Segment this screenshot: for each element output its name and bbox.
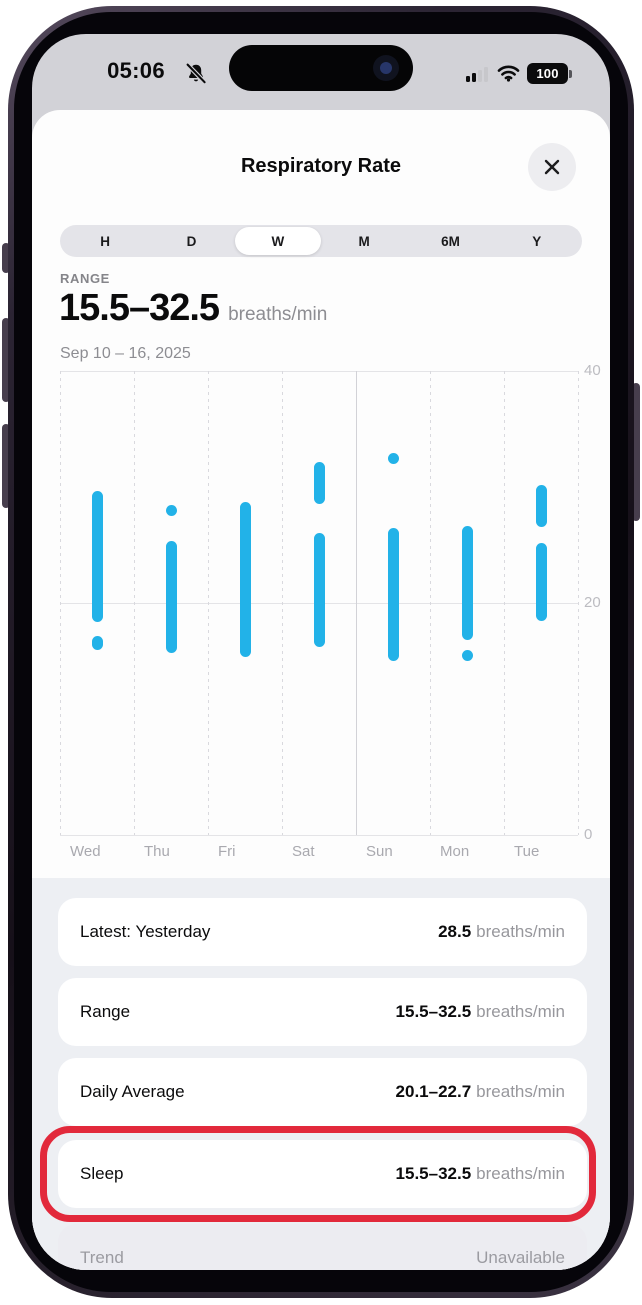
status-time: 05:06 [107,58,165,83]
battery-level: 100 [536,66,559,81]
y-axis-label-20: 20 [584,594,601,611]
range-capsule-sun [387,452,399,464]
tab-6m[interactable]: 6M [407,227,493,255]
mute-switch [2,243,10,273]
volume-up-button [2,318,10,402]
stat-card-daily-average: Daily Average 20.1–22.7 breaths/min [58,1058,587,1126]
gridline-vertical [504,371,505,835]
x-axis-label-sun: Sun [366,843,393,860]
stat-value-group: 20.1–22.7 breaths/min [396,1082,565,1102]
summary-unit: breaths/min [228,304,328,325]
range-capsule-tue [535,484,547,528]
stat-unit: breaths/min [476,922,565,941]
range-capsule-sun [387,527,399,661]
gridline-vertical [430,371,431,835]
gridline-0 [60,835,578,836]
battery-icon: 100 [527,63,572,84]
stat-value-group: 15.5–32.5 breaths/min [396,1164,565,1184]
close-icon [544,159,560,175]
stat-unit: breaths/min [476,1002,565,1021]
page-title: Respiratory Rate [240,155,402,177]
gridline-40 [60,371,578,372]
stat-value: Unavailable [476,1248,565,1267]
stat-card-trend: Trend Unavailable [58,1224,587,1270]
tab-h[interactable]: H [62,227,148,255]
range-capsule-thu [165,504,177,516]
range-capsule-sat [313,532,325,647]
gridline-vertical [134,371,135,835]
range-capsule-thu [165,540,177,653]
range-capsule-wed [91,490,103,623]
phone-screen: 05:06 [32,34,610,1270]
stat-value: 20.1–22.7 [395,1082,472,1101]
stat-value: 15.5–32.5 [395,1164,472,1183]
range-capsule-tue [535,542,547,622]
date-range: Sep 10 – 16, 2025 [60,345,191,362]
power-button [632,383,640,521]
stat-label: Daily Average [80,1082,185,1101]
close-button[interactable] [528,143,576,191]
x-axis-label-wed: Wed [70,843,101,860]
x-axis-label-tue: Tue [514,843,540,860]
gridline-vertical [578,371,579,835]
camera-icon [373,55,399,81]
y-axis-label-0: 0 [584,826,593,843]
summary-value-row: 15.5–32.5 breaths/min [59,287,327,330]
respiratory-rate-chart: Wed Thu Fri Sat Sun Mon Tue 0 20 40 [60,362,610,871]
stat-unit: breaths/min [476,1164,565,1183]
stat-value: 15.5–32.5 [395,1002,472,1021]
range-capsule-wed [91,635,103,651]
stat-label: Range [80,1002,131,1021]
time-range-tabs: H D W M 6M Y [60,225,582,257]
range-capsule-mon [461,649,473,661]
range-capsule-sat [313,461,325,505]
dynamic-island [229,45,413,91]
volume-down-button [2,424,10,508]
tab-d[interactable]: D [148,227,234,255]
stat-card-sleep: Sleep 15.5–32.5 breaths/min [58,1140,587,1208]
stat-label: Trend [80,1248,124,1267]
x-axis-label-mon: Mon [440,843,470,860]
tab-w[interactable]: W [234,227,321,255]
stat-card-latest-yesterday: Latest: Yesterday 28.5 breaths/min [58,898,587,966]
stat-value: 28.5 [438,922,472,941]
stat-unit: breaths/min [476,1082,565,1101]
x-axis-label-fri: Fri [218,843,236,860]
cellular-signal-icon [466,66,488,82]
gridline-vertical [282,371,283,835]
bell-slash-icon [184,62,208,86]
gridline-vertical [208,371,209,835]
stat-value-group: 28.5 breaths/min [438,922,565,942]
stat-label: Latest: Yesterday [80,922,211,941]
chart-plot[interactable]: Wed Thu Fri Sat Sun Mon Tue [60,371,579,860]
range-capsule-mon [461,525,473,640]
summary-label: RANGE [60,271,110,286]
gridline-vertical [356,371,357,835]
y-axis-label-40: 40 [584,362,601,379]
tab-y[interactable]: Y [494,227,580,255]
stat-card-range: Range 15.5–32.5 breaths/min [58,978,587,1046]
stat-value-group: Unavailable [476,1248,565,1268]
wifi-icon [497,65,520,82]
tab-m[interactable]: M [321,227,407,255]
gridline-vertical [60,371,61,835]
stat-label: Sleep [80,1164,124,1183]
x-axis-label-sat: Sat [292,843,315,860]
x-axis-label-thu: Thu [144,843,170,860]
summary-value: 15.5–32.5 [59,287,220,329]
stat-value-group: 15.5–32.5 breaths/min [396,1002,565,1022]
range-capsule-fri [239,502,251,658]
